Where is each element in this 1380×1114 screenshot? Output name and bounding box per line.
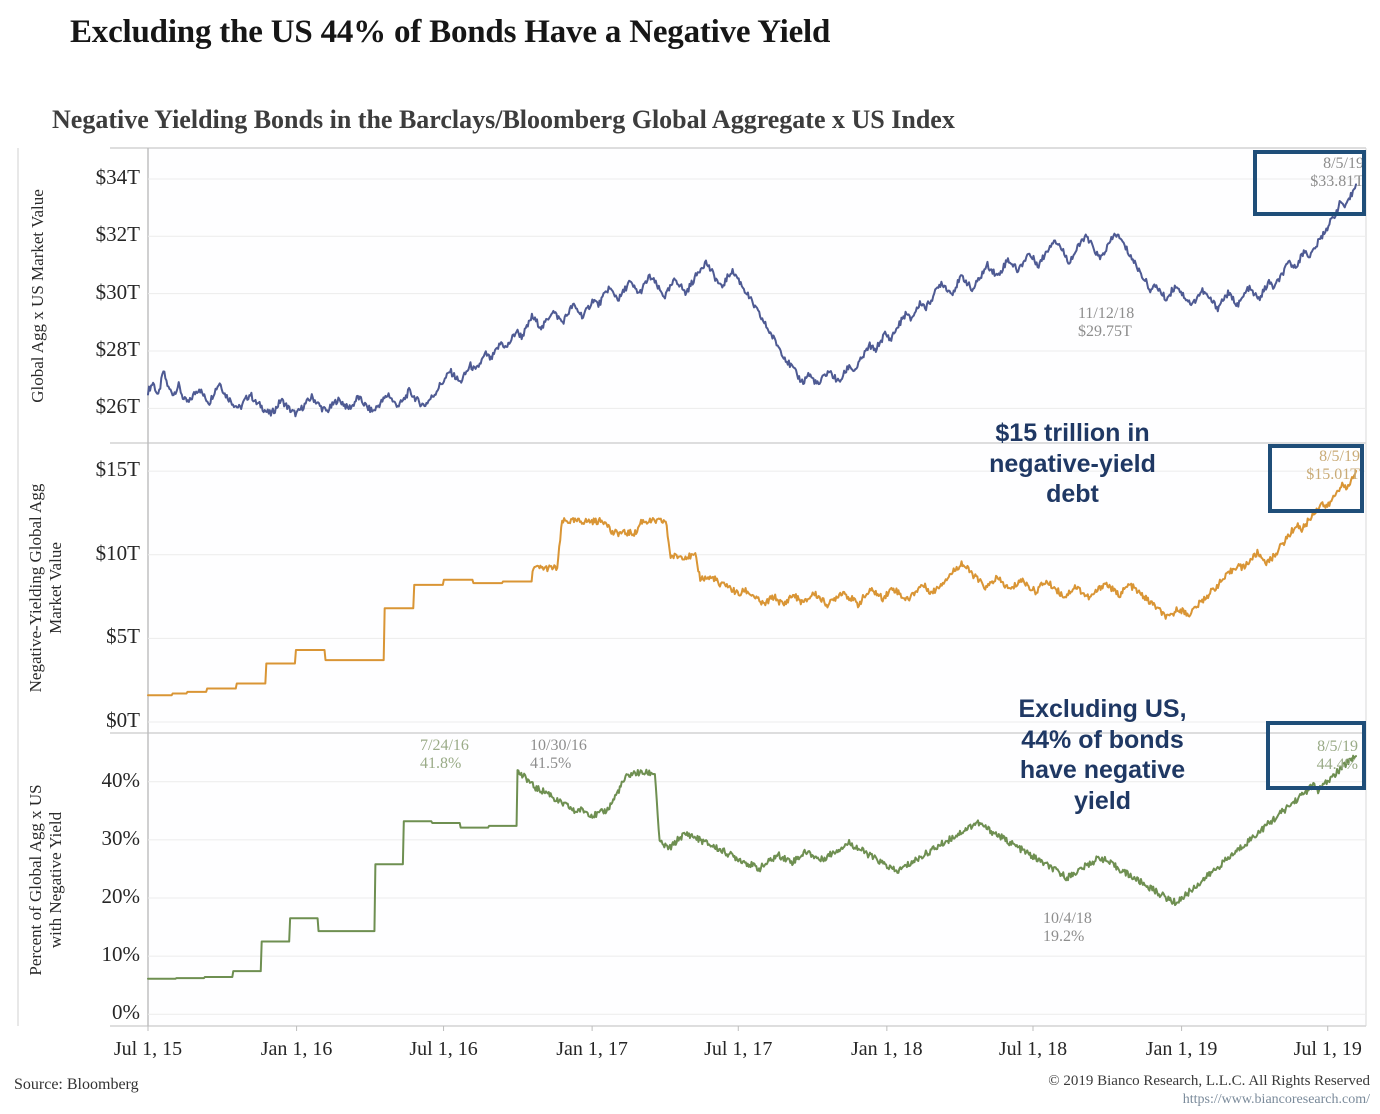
panel1-y-axis-title: Global Agg x US Market Value <box>28 188 47 403</box>
panel3-peak1-annotation: 7/24/16 41.8% <box>420 737 469 773</box>
xtick-label: Jan 1, 19 <box>1145 1038 1218 1060</box>
panel3-y-axis-title-line1: Percent of Global Agg x US <box>26 783 45 976</box>
panel1-ytick-label: $32T <box>95 222 140 247</box>
xtick-label: Jan 1, 17 <box>556 1038 628 1060</box>
panel1-last-value: $33.81T <box>1310 172 1364 190</box>
panel3-ytick-label: 0% <box>112 1000 140 1025</box>
panel3-ytick-label: 10% <box>101 942 141 967</box>
page-title: Excluding the US 44% of Bonds Have a Neg… <box>70 14 831 50</box>
xtick-label: Jul 1, 15 <box>113 1038 183 1060</box>
panel3-peak2-annotation: 10/30/16 41.5% <box>530 737 587 773</box>
panel2-callout-line2: negative-yield <box>989 449 1156 478</box>
panel2-callout-line1: $15 trillion in <box>995 419 1150 447</box>
source-label: Source: Bloomberg <box>14 1076 139 1093</box>
panel1-ytick-label: $28T <box>95 336 140 361</box>
chart-subtitle: Negative Yielding Bonds in the Barclays/… <box>52 105 955 134</box>
xtick-label: Jul 1, 18 <box>998 1038 1068 1060</box>
panel1-ytick-label: $30T <box>95 279 140 304</box>
panel3-callout-line4: yield <box>1074 786 1131 815</box>
panel1-low-annotation: 11/12/18 $29.75T <box>1078 305 1134 341</box>
panel3-low-value: 19.2% <box>1043 927 1085 945</box>
panel1-low-value: $29.75T <box>1078 322 1132 340</box>
panel-2-series-line <box>147 469 1357 697</box>
panel2-last-date: 8/5/19 <box>1319 448 1360 465</box>
panel3-ytick-label: 40% <box>101 767 141 792</box>
panel1-ytick-label: $26T <box>95 394 140 419</box>
panel3-callout-line1: Excluding US, <box>1018 695 1187 723</box>
panel2-ytick-label: $5T <box>106 624 140 649</box>
panel-3-series-line <box>147 754 1357 980</box>
xtick-label: Jul 1, 16 <box>409 1038 478 1060</box>
panel2-y-axis-title: Negative-Yielding Global Agg Market Valu… <box>26 443 66 733</box>
panel2-y-axis-title-line1: Negative-Yielding Global Agg <box>26 483 45 693</box>
panel1-last-annotation: 8/5/19 $33.81T <box>1310 155 1364 191</box>
panel2-last-annotation: 8/5/19 $15.01T <box>1306 448 1360 484</box>
copyright-text: © 2019 Bianco Research, L.L.C. All Right… <box>1048 1073 1370 1089</box>
panel3-ytick-label: 30% <box>101 825 141 850</box>
panel3-callout: Excluding US, 44% of bonds have negative… <box>1000 694 1205 816</box>
panel2-ytick-label: $10T <box>95 540 140 565</box>
panel2-y-axis-title-line2: Market Value <box>46 542 65 634</box>
xtick-label: Jul 1, 17 <box>704 1038 773 1060</box>
panel2-callout: $15 trillion in negative-yield debt <box>960 418 1185 510</box>
panel3-last-annotation: 8/5/19 44.4% <box>1317 738 1358 774</box>
panel3-last-value: 44.4% <box>1316 755 1358 773</box>
panel3-peak2-value: 41.5% <box>530 754 572 772</box>
copyright-block: © 2019 Bianco Research, L.L.C. All Right… <box>1048 1072 1370 1108</box>
xtick-label: Jan 1, 16 <box>260 1038 333 1060</box>
panel1-last-date: 8/5/19 <box>1323 155 1364 172</box>
panel3-ytick-label: 20% <box>101 883 141 908</box>
panel2-ytick-label: $0T <box>106 707 140 732</box>
website-url[interactable]: https://www.biancoresearch.com/ <box>1182 1091 1370 1107</box>
panel3-peak2-date: 10/30/16 <box>530 737 587 754</box>
panel3-low-annotation: 10/4/18 19.2% <box>1043 910 1092 946</box>
xtick-label: Jan 1, 18 <box>851 1038 923 1060</box>
panel3-callout-line2: 44% of bonds <box>1021 725 1184 754</box>
panel2-last-value: $15.01T <box>1306 465 1360 483</box>
panel3-low-date: 10/4/18 <box>1043 910 1092 927</box>
panel2-callout-line3: debt <box>1046 480 1099 508</box>
panel2-ytick-label: $15T <box>95 457 140 482</box>
panel1-low-date: 11/12/18 <box>1078 305 1135 322</box>
panel-2-background <box>148 443 1366 733</box>
panel1-ytick-label: $34T <box>95 164 140 189</box>
panel3-peak1-date: 7/24/16 <box>420 737 469 754</box>
panel3-peak1-value: 41.8% <box>420 754 462 772</box>
xtick-label: Jul 1, 19 <box>1293 1038 1362 1060</box>
panel3-callout-line3: have negative <box>1019 756 1186 784</box>
panel-1-series-line <box>147 183 1357 418</box>
panel3-last-date: 8/5/19 <box>1317 738 1358 755</box>
